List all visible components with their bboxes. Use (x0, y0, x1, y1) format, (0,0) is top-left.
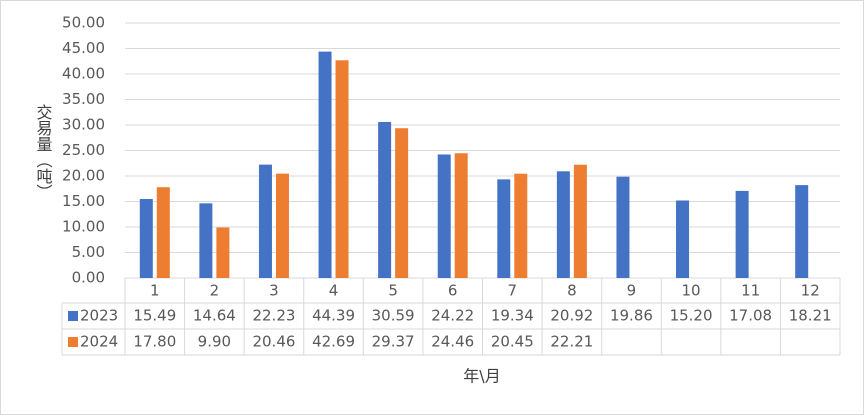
bar (676, 200, 690, 278)
bar (795, 185, 809, 278)
bar (616, 176, 630, 278)
bar (395, 128, 409, 278)
x-tick-label: 10 (681, 282, 700, 300)
y-axis-title: 交易量（吨） (34, 104, 53, 200)
bar (573, 164, 587, 278)
table-value: 24.46 (431, 333, 474, 351)
x-tick-label: 7 (508, 282, 518, 300)
x-tick-label: 2 (210, 282, 220, 300)
table-value: 9.90 (198, 333, 231, 351)
legend-swatch (68, 311, 78, 321)
x-tick-label: 6 (448, 282, 458, 300)
table-value: 15.20 (670, 307, 713, 325)
table-value: 42.69 (312, 333, 355, 351)
table-value: 14.64 (193, 307, 236, 325)
y-tick-label: 30.00 (62, 116, 105, 134)
bar (216, 227, 230, 278)
x-tick-label: 9 (627, 282, 637, 300)
bar (514, 173, 528, 278)
bar (735, 190, 749, 278)
legend-swatch (68, 337, 78, 347)
table-value: 24.22 (431, 307, 474, 325)
bar (335, 60, 349, 278)
y-tick-label: 40.00 (62, 65, 105, 83)
y-tick-label: 15.00 (62, 192, 105, 210)
x-tick-label: 1 (150, 282, 160, 300)
table-value: 19.86 (610, 307, 653, 325)
x-tick-label: 4 (329, 282, 339, 300)
bar (454, 153, 468, 278)
bar (156, 187, 170, 278)
bar (437, 154, 451, 278)
x-tick-label: 8 (567, 282, 577, 300)
table-value: 18.21 (789, 307, 832, 325)
y-tick-label: 5.00 (72, 243, 105, 261)
bar (556, 171, 570, 278)
x-tick-label: 12 (801, 282, 820, 300)
y-tick-label: 20.00 (62, 167, 105, 185)
table-value: 20.92 (550, 307, 593, 325)
x-tick-label: 11 (741, 282, 760, 300)
bar (378, 121, 392, 278)
table-value: 22.21 (550, 333, 593, 351)
y-tick-label: 0.00 (72, 269, 105, 287)
y-tick-label: 50.00 (62, 14, 105, 32)
y-tick-label: 10.00 (62, 218, 105, 236)
table-value: 17.08 (729, 307, 772, 325)
bar (275, 173, 289, 278)
bar (139, 199, 153, 278)
bar (497, 179, 511, 278)
table-value: 17.80 (133, 333, 176, 351)
legend-label: 2024 (80, 333, 118, 351)
table-value: 44.39 (312, 307, 355, 325)
y-tick-label: 45.00 (62, 39, 105, 57)
table-value: 30.59 (372, 307, 415, 325)
table-value: 20.46 (252, 333, 295, 351)
y-tick-label: 35.00 (62, 90, 105, 108)
x-tick-label: 5 (388, 282, 398, 300)
y-tick-label: 25.00 (62, 141, 105, 159)
bar (258, 164, 272, 278)
x-tick-label: 3 (269, 282, 279, 300)
bar (318, 51, 332, 279)
table-value: 15.49 (133, 307, 176, 325)
legend-label: 2023 (80, 307, 118, 325)
table-value: 29.37 (372, 333, 415, 351)
table-value: 19.34 (491, 307, 534, 325)
x-axis-title: 年\月 (463, 367, 500, 386)
table-value: 20.45 (491, 333, 534, 351)
bar (199, 203, 213, 278)
table-value: 22.23 (252, 307, 295, 325)
